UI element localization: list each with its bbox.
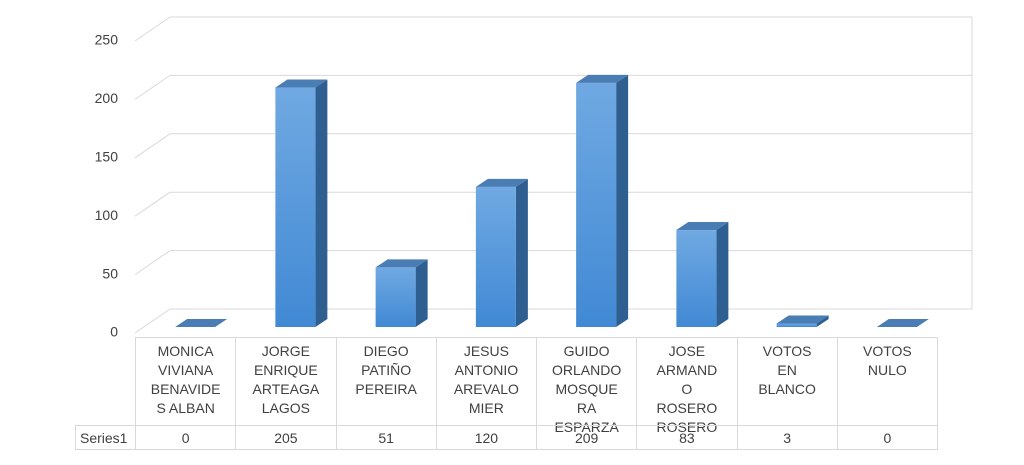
category-label: MONICA VIVIANA BENAVIDES ALBAN (135, 337, 237, 426)
grid-line-side (134, 308, 171, 334)
bar (175, 319, 228, 327)
bar-side (716, 222, 729, 327)
table-value: 3 (736, 425, 838, 450)
bar-front (475, 186, 516, 327)
bar (576, 74, 629, 327)
category-label: GUIDO ORLANDO MOSQUERA ESPARZA (536, 337, 638, 435)
category-label: DIEGO PATIÑO PEREIRA (335, 337, 437, 426)
table-value: 51 (335, 425, 437, 450)
bar-top (676, 222, 729, 231)
bar-top (275, 79, 328, 88)
y-tick-label: 250 (95, 32, 119, 48)
bar-front (776, 323, 817, 327)
bar-top (776, 315, 829, 324)
bar-top (876, 319, 929, 327)
grid-line-side (134, 191, 171, 217)
bar-front (576, 82, 617, 327)
series-name: Series1 (75, 425, 136, 450)
category-label: JORGE ENRIQUE ARTEAGA LAGOS (235, 337, 337, 426)
table-value: 0 (836, 425, 938, 450)
table-value: 209 (536, 425, 638, 450)
table-value: 83 (636, 425, 738, 450)
grid-line-side (134, 133, 171, 159)
bar-side (616, 74, 629, 327)
y-tick-label: 100 (95, 207, 119, 223)
grid-line-side (134, 250, 171, 276)
bar (776, 315, 829, 327)
bar-side (515, 178, 528, 327)
category-label: VOTOS EN BLANCO (736, 337, 838, 426)
bar-front (375, 267, 416, 327)
table-value: 205 (235, 425, 337, 450)
bar-side (816, 315, 829, 327)
y-tick-label: 150 (95, 149, 119, 165)
bar (676, 222, 729, 327)
y-tick-label: 200 (95, 90, 119, 106)
grid-line-side (134, 16, 171, 42)
y-tick-label: 50 (102, 265, 118, 281)
bar-top (375, 259, 428, 268)
bar-top (576, 74, 629, 83)
category-label: VOTOS NULO (836, 337, 938, 426)
y-tick-label: 0 (110, 324, 118, 340)
bar (275, 79, 328, 327)
bar-front (676, 230, 717, 327)
bar-side (415, 259, 428, 327)
bar-front (275, 87, 316, 327)
table-value: 0 (135, 425, 237, 450)
bar (375, 259, 428, 327)
category-label: JOSE ARMANDO ROSERO ROSERO (636, 337, 738, 435)
bar-top (475, 178, 528, 187)
bar-top (175, 319, 228, 327)
category-label: JESUS ANTONIO AREVALO MIER (435, 337, 537, 426)
bar-side (315, 79, 328, 327)
table-value: 120 (435, 425, 537, 450)
bar (876, 319, 929, 327)
bar (475, 178, 528, 327)
grid-line-side (134, 74, 171, 100)
